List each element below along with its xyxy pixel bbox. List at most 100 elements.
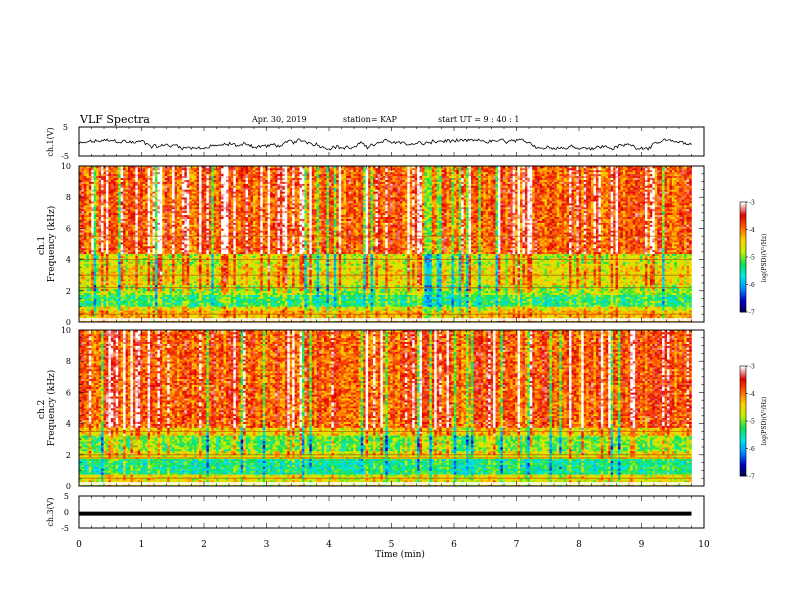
ch1-spectrogram-cell <box>546 294 550 297</box>
ch1-spectrogram-cell <box>83 294 87 297</box>
ch1-spectrogram-cell <box>453 292 457 295</box>
ch1-spectrogram-cell <box>640 290 643 294</box>
ch1-spectrogram-cell <box>370 283 374 286</box>
ch1-spectrogram-cell <box>267 290 271 294</box>
ch1-spectrogram-cell <box>194 288 197 292</box>
ch1-spectrogram-cell <box>466 312 469 315</box>
ch1-spectrogram-cell <box>561 308 565 311</box>
ch1-spectrogram-cell <box>167 298 170 301</box>
ch1-spectrogram-cell <box>495 312 499 315</box>
ch1-spectrogram-cell <box>529 302 533 305</box>
ch1-spectrogram-cell <box>497 292 501 295</box>
ch1-spectrogram-cell <box>380 302 384 305</box>
ch1-spectrogram-cell <box>439 302 442 305</box>
ch1-spectrogram-cell <box>135 288 139 292</box>
ch1-spectrogram-cell <box>399 283 403 286</box>
ch1-spectrogram-cell <box>537 290 540 294</box>
ch1-spectrogram-cell <box>223 320 227 323</box>
ch1-spectrogram-cell <box>162 292 166 295</box>
ch1-spectrogram-cell <box>434 320 437 323</box>
ch1-spectrogram-cell <box>101 316 104 319</box>
ch1-spectrogram-cell <box>471 310 474 313</box>
ch1-spectrogram-cell <box>412 292 415 295</box>
ch1-spectrogram-cell <box>353 300 357 303</box>
ch1-spectrogram-cell <box>622 300 626 303</box>
ch1-spectrogram-cell <box>132 312 136 315</box>
ch1-spectrogram-cell <box>98 302 102 305</box>
ch1-spectrogram-cell <box>429 306 433 309</box>
ch1-spectrogram-cell <box>363 284 366 288</box>
ch1-spectrogram-cell <box>537 308 540 311</box>
ch1-spectrogram-cell <box>294 300 298 303</box>
ch1-spectrogram-cell <box>456 306 460 309</box>
ch1-spectrogram-cell <box>532 300 535 303</box>
ch1-spectrogram-cell <box>441 308 445 311</box>
ch1-spectrogram-cell <box>179 283 183 286</box>
ch1-spectrogram-cell <box>637 292 641 295</box>
ch1-spectrogram-cell <box>520 292 523 295</box>
ch1-spectrogram-cell <box>495 298 499 301</box>
ch1-spectrogram-cell <box>451 304 455 307</box>
ch1-spectrogram-cell <box>429 308 433 311</box>
ch1-spectrogram-cell <box>431 302 435 305</box>
ch1-spectrogram-cell <box>554 304 558 307</box>
ch1-spectrogram-cell <box>110 288 114 292</box>
ch1-spectrogram-cell <box>262 288 266 292</box>
ch1-spectrogram-cell <box>137 284 141 288</box>
ch1-spectrogram-cell <box>512 316 516 319</box>
ch1-spectrogram-cell <box>368 302 371 305</box>
ch1-spectrogram-cell <box>321 310 325 313</box>
ch1-spectrogram-cell <box>613 316 616 319</box>
ch1-spectrogram-cell <box>510 320 513 323</box>
ch1-spectrogram-cell <box>414 302 418 305</box>
ch1-spectrogram-cell <box>647 304 651 307</box>
ch1-spectrogram-cell <box>181 292 185 295</box>
ch1-spectrogram-cell <box>142 314 146 317</box>
ch1-spectrogram-cell <box>630 314 633 317</box>
ch1-spectrogram-cell <box>480 314 484 317</box>
ch1-spectrogram-cell <box>86 320 90 323</box>
ch1-spectrogram-cell <box>681 284 685 288</box>
ch1-spectrogram-cell <box>390 308 393 311</box>
ch1-spectrogram-cell <box>453 308 457 311</box>
ch1-spectrogram-cell <box>669 304 673 307</box>
ch1-spectrogram-cell <box>595 310 599 313</box>
ch1-spectrogram-cell <box>368 312 371 315</box>
ch1-spectrogram-cell <box>203 304 207 307</box>
ch1-spectrogram-cell <box>177 308 180 311</box>
ch1-spectrogram-cell <box>417 288 420 292</box>
ch1-spectrogram-cell <box>181 312 185 315</box>
ch1-spectrogram-cell <box>424 302 428 305</box>
ch1-spectrogram-cell <box>431 316 435 319</box>
ch1-spectrogram-cell <box>598 310 602 313</box>
ch1-spectrogram-cell <box>245 316 249 319</box>
ch1-spectrogram-cell <box>608 290 611 294</box>
ch1-spectrogram-cell <box>267 300 271 303</box>
ch1-spectrogram-cell <box>230 316 234 319</box>
ch1-spectrogram-cell <box>448 310 452 313</box>
ch1-spectrogram-cell <box>578 288 582 292</box>
ch1-spectrogram-cell <box>338 314 342 317</box>
ch1-spectrogram-cell <box>110 312 114 315</box>
ch1-spectrogram-cell <box>436 300 440 303</box>
ch1-spectrogram-cell <box>662 296 665 299</box>
ch1-spectrogram-cell <box>191 302 195 305</box>
ch1-spectrogram-cell <box>635 314 638 317</box>
ch1-spectrogram-cell <box>267 296 271 299</box>
ch1-spectrogram-cell <box>564 294 567 297</box>
ch1-spectrogram-cell <box>355 298 359 301</box>
ch1-spectrogram-cell <box>561 302 565 305</box>
ch1-spectrogram-cell <box>490 306 494 309</box>
ch1-spectrogram-cell <box>368 298 371 301</box>
ch1-spectrogram-cell <box>314 310 317 313</box>
ch1-spectrogram-cell <box>159 304 163 307</box>
ch1-spectrogram-cell <box>301 314 305 317</box>
ch1-spectrogram-cell <box>150 284 153 288</box>
ch1-spectrogram-cell <box>101 300 104 303</box>
ch1-spectrogram-cell <box>605 312 609 315</box>
ch1-spectrogram-cell <box>532 316 535 319</box>
ch1-spectrogram-cell <box>436 304 440 307</box>
ch1-spectrogram-cell <box>546 308 550 311</box>
ch1-spectrogram-cell <box>578 310 582 313</box>
ch1-spectrogram-cell <box>564 298 567 301</box>
